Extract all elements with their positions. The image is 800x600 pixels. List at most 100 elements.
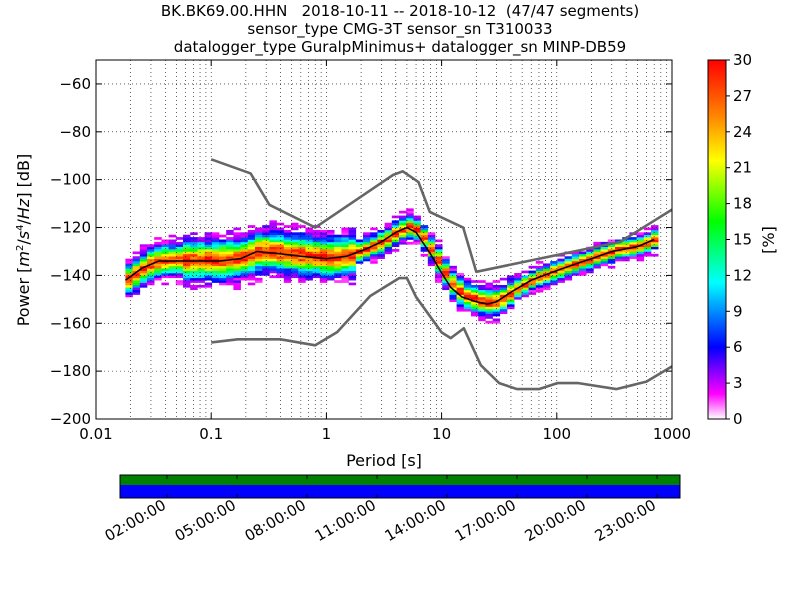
heatmap-cell — [298, 256, 306, 259]
heatmap-cell — [247, 273, 256, 276]
heatmap-cell — [197, 239, 205, 243]
heatmap-cell — [449, 294, 457, 298]
heatmap-cell — [456, 275, 465, 279]
heatmap-cell — [535, 265, 544, 269]
heatmap-cell — [629, 249, 637, 252]
heatmap-cell — [370, 253, 378, 257]
heatmap-cell — [334, 263, 342, 267]
heatmap-cell — [147, 258, 155, 262]
heatmap-cell — [219, 273, 227, 276]
heatmap-cell — [190, 284, 198, 288]
heatmap-cell — [312, 273, 321, 276]
heatmap-cell — [348, 261, 357, 264]
heatmap-cell — [564, 258, 573, 262]
heatmap-cell — [586, 261, 594, 264]
heatmap-cell — [262, 273, 270, 276]
time-tick-label: 23:00:00 — [592, 496, 659, 545]
heatmap-cell — [463, 287, 472, 291]
heatmap-cell — [132, 251, 141, 255]
heatmap-cell — [219, 239, 227, 243]
heatmap-cell — [154, 244, 162, 247]
heatmap-cell — [240, 273, 249, 276]
heatmap-cell — [399, 234, 407, 238]
heatmap-cell — [406, 229, 414, 233]
heatmap-cell — [247, 234, 256, 238]
heatmap-cell — [139, 277, 148, 281]
heatmap-cell — [593, 251, 601, 255]
heatmap-cell — [132, 280, 141, 283]
heatmap-cell — [291, 270, 299, 274]
heatmap-cell — [363, 258, 371, 262]
heatmap-cell — [226, 280, 234, 283]
heatmap-cell — [190, 246, 198, 250]
heatmap-cell — [629, 251, 637, 255]
heatmap-cell — [521, 287, 529, 291]
heatmap-cell — [557, 263, 565, 267]
heatmap-cell — [183, 277, 191, 281]
colorbar — [707, 59, 727, 420]
heatmap-cell — [175, 270, 184, 274]
heatmap-cell — [255, 273, 263, 276]
y-tick-label: −200 — [50, 410, 91, 428]
heatmap-cell — [399, 232, 407, 236]
heatmap-cell — [161, 268, 169, 271]
heatmap-cell — [535, 268, 544, 271]
heatmap-cell — [557, 280, 565, 283]
heatmap-cell — [305, 265, 313, 269]
heatmap-cell — [283, 229, 292, 233]
x-tick-label: 100 — [542, 425, 571, 443]
heatmap-cell — [255, 265, 263, 269]
heatmap-cell — [499, 289, 508, 293]
heatmap-cell — [485, 306, 493, 310]
heatmap-cell — [456, 301, 465, 305]
heatmap-cell — [622, 258, 630, 262]
heatmap-cell — [305, 232, 313, 236]
heatmap-cell — [319, 277, 328, 281]
heatmap-cell — [147, 249, 155, 252]
heatmap-cell — [319, 263, 328, 267]
heatmap-cell — [190, 249, 198, 252]
heatmap-cell — [550, 277, 558, 281]
heatmap-cell — [190, 277, 198, 281]
heatmap-cell — [334, 261, 342, 264]
heatmap-cell — [305, 234, 313, 238]
heatmap-cell — [622, 256, 630, 259]
heatmap-cell — [233, 265, 241, 269]
heatmap-cell — [370, 232, 378, 236]
heatmap-cell — [312, 265, 321, 269]
heatmap-cell — [435, 275, 443, 279]
heatmap-cell — [348, 229, 357, 233]
heatmap-cell — [154, 253, 162, 257]
heatmap-cell — [305, 246, 313, 250]
heatmap-cell — [535, 289, 544, 293]
heatmap-cell — [449, 289, 457, 293]
colorbar-tick-label: 24 — [733, 123, 752, 141]
heatmap-cell — [204, 232, 213, 236]
heatmap-cell — [175, 241, 184, 245]
heatmap-cell — [219, 258, 227, 262]
heatmap-cell — [168, 239, 177, 243]
heatmap-cell — [139, 270, 148, 274]
heatmap-cell — [204, 249, 213, 252]
heatmap-cell — [125, 268, 133, 271]
heatmap-cell — [233, 282, 241, 286]
heatmap-cell — [161, 241, 169, 245]
heatmap-cell — [384, 232, 393, 236]
x-tick-label: 1000 — [653, 425, 691, 443]
heatmap-cell — [312, 246, 321, 250]
heatmap-cell — [190, 251, 198, 255]
heatmap-cell — [341, 261, 349, 264]
heatmap-cell — [233, 277, 241, 281]
heatmap-cell — [154, 273, 162, 276]
heatmap-cell — [197, 249, 205, 252]
heatmap-cell — [420, 234, 429, 238]
heatmap-cell — [413, 220, 421, 224]
heatmap-cell — [233, 244, 241, 247]
heatmap-cell — [190, 239, 198, 243]
heatmap-cell — [139, 253, 148, 257]
heatmap-cell — [643, 239, 652, 243]
heatmap-cell — [442, 275, 450, 279]
heatmap-cell — [499, 277, 508, 281]
heatmap-cell — [175, 251, 184, 255]
y-tick-label: −100 — [50, 171, 91, 189]
